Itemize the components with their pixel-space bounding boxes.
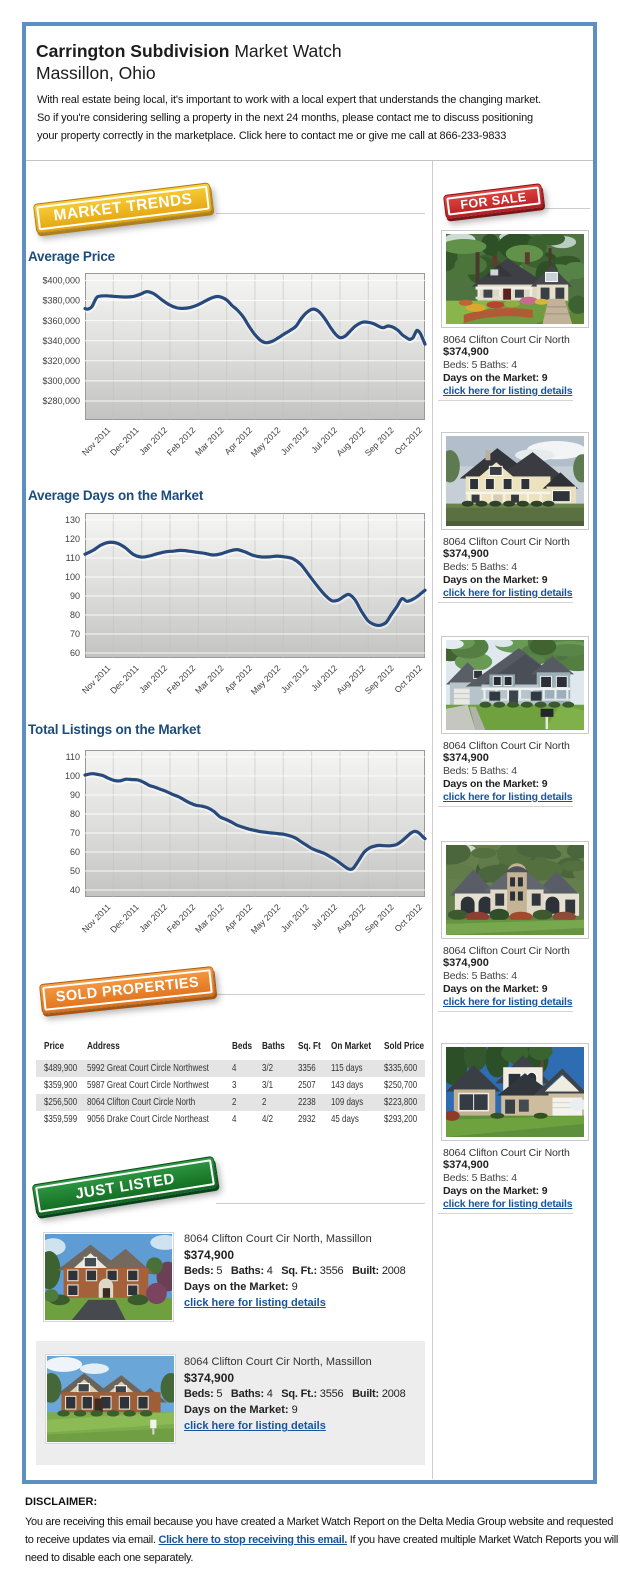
svg-text:110: 110 [66,553,80,563]
svg-text:May 2012: May 2012 [249,902,283,936]
svg-text:Jun 2012: Jun 2012 [279,902,311,934]
svg-text:90: 90 [70,790,80,800]
svg-text:50: 50 [70,866,80,876]
svg-text:Aug 2012: Aug 2012 [334,902,367,935]
svg-text:Dec 2011: Dec 2011 [108,663,141,696]
svg-text:Oct 2012: Oct 2012 [392,902,424,934]
svg-text:Feb 2012: Feb 2012 [165,902,198,935]
svg-text:40: 40 [70,885,80,895]
svg-text:Nov 2011: Nov 2011 [80,663,113,696]
svg-text:110: 110 [66,752,80,762]
svg-text:Jan 2012: Jan 2012 [137,425,169,457]
svg-text:70: 70 [70,828,80,838]
svg-text:$360,000: $360,000 [42,316,80,326]
svg-text:120: 120 [65,534,80,544]
svg-text:Nov 2011: Nov 2011 [80,425,113,458]
svg-text:$320,000: $320,000 [42,356,80,366]
svg-text:Mar 2012: Mar 2012 [193,663,226,696]
svg-text:100: 100 [65,572,80,582]
svg-text:Jan 2012: Jan 2012 [137,902,169,934]
svg-text:Jan 2012: Jan 2012 [137,663,169,695]
svg-text:80: 80 [70,610,80,620]
svg-text:$380,000: $380,000 [42,296,80,306]
svg-text:90: 90 [70,591,80,601]
svg-text:100: 100 [65,771,80,781]
svg-text:Dec 2011: Dec 2011 [108,902,141,935]
svg-text:Mar 2012: Mar 2012 [193,425,226,458]
svg-text:Sep 2012: Sep 2012 [363,425,396,458]
svg-text:60: 60 [70,648,80,658]
svg-text:$400,000: $400,000 [42,276,80,286]
svg-text:Sep 2012: Sep 2012 [363,902,396,935]
svg-text:Aug 2012: Aug 2012 [334,663,367,696]
svg-text:130: 130 [65,515,80,525]
svg-text:Feb 2012: Feb 2012 [165,663,198,696]
svg-text:$300,000: $300,000 [42,376,80,386]
svg-text:Jun 2012: Jun 2012 [279,425,311,457]
svg-text:May 2012: May 2012 [249,425,283,459]
svg-text:Mar 2012: Mar 2012 [193,902,226,935]
svg-text:Dec 2011: Dec 2011 [108,425,141,458]
svg-text:$280,000: $280,000 [42,396,80,406]
svg-text:70: 70 [70,629,80,639]
svg-text:Oct 2012: Oct 2012 [392,663,424,695]
svg-text:80: 80 [70,809,80,819]
svg-text:Aug 2012: Aug 2012 [334,425,367,458]
svg-text:Feb 2012: Feb 2012 [165,425,198,458]
svg-text:Jun 2012: Jun 2012 [279,663,311,695]
svg-text:Nov 2011: Nov 2011 [80,902,113,935]
svg-text:Sep 2012: Sep 2012 [363,663,396,696]
svg-text:Oct 2012: Oct 2012 [392,425,424,457]
svg-text:May 2012: May 2012 [249,663,283,697]
svg-text:60: 60 [70,847,80,857]
svg-text:$340,000: $340,000 [42,336,80,346]
